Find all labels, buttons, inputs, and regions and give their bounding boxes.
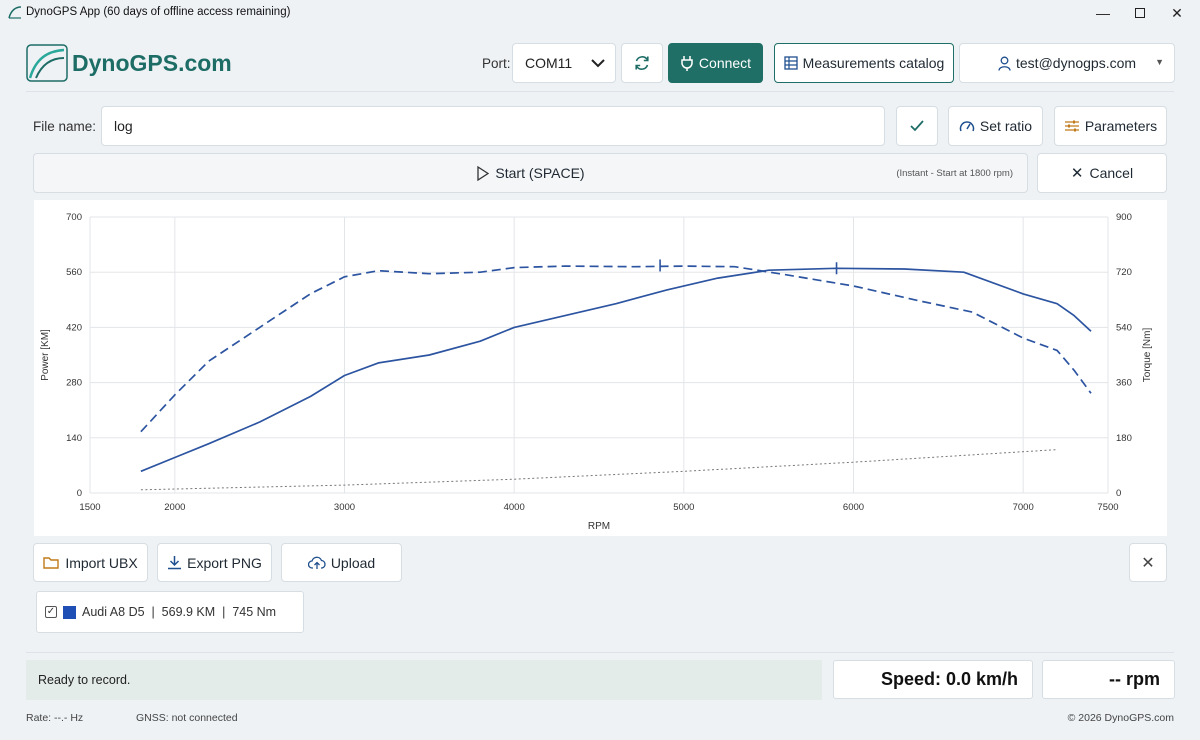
y2-tick-label: 900: [1116, 212, 1132, 223]
plug-icon: [681, 56, 693, 71]
legend-color-swatch: [63, 605, 76, 619]
gnss-status: GNSS: not connected: [136, 712, 238, 724]
series-line-torque: [140, 265, 1092, 433]
close-window-button[interactable]: ✕: [1171, 4, 1183, 21]
check-icon: [910, 120, 924, 132]
maximize-button[interactable]: [1117, 0, 1163, 26]
legend-item[interactable]: ✓ Audi A8 D5 | 569.9 KM | 745 Nm: [36, 591, 304, 633]
port-label: Port:: [482, 56, 511, 71]
set-ratio-button[interactable]: Set ratio: [948, 106, 1043, 146]
copyright: © 2026 DynoGPS.com: [1067, 712, 1174, 724]
measurements-catalog-button[interactable]: Measurements catalog: [774, 43, 954, 83]
close-icon: ✕: [1070, 165, 1084, 182]
export-png-button[interactable]: Export PNG: [157, 543, 272, 582]
gauge-icon: [959, 121, 975, 132]
file-name-input[interactable]: [101, 106, 885, 146]
rpm-display: -- rpm: [1042, 660, 1175, 699]
clear-chart-button[interactable]: ✕: [1129, 543, 1167, 582]
series-line-reference: [140, 449, 1058, 491]
export-png-label: Export PNG: [187, 554, 262, 571]
x-axis-label: RPM: [588, 521, 610, 532]
cancel-button[interactable]: ✕ Cancel: [1037, 153, 1167, 193]
dyno-chart: 1500 2000 3000 4000 5000 6000 7000 7500 0 140 280 4…: [34, 200, 1167, 536]
speed-display: Speed: 0.0 km/h: [833, 660, 1033, 699]
y-tick-label: 140: [66, 433, 82, 444]
x-tick-label: 5000: [673, 502, 694, 513]
start-button[interactable]: Start (SPACE) (Instant - Start at 1800 r…: [33, 153, 1028, 193]
refresh-icon: [635, 56, 649, 70]
import-ubx-button[interactable]: Import UBX: [33, 543, 148, 582]
x-tick-label: 1500: [79, 502, 100, 513]
y2-tick-label: 720: [1116, 267, 1132, 278]
x-tick-label: 6000: [843, 502, 864, 513]
sliders-icon: [1064, 120, 1079, 132]
parameters-label: Parameters: [1084, 118, 1158, 134]
dynogps-logo-icon: [26, 44, 68, 82]
logo-text: DynoGPS.com: [72, 50, 232, 76]
y2-tick-label: 360: [1116, 378, 1132, 389]
y-tick-label: 560: [66, 267, 82, 278]
upload-button[interactable]: Upload: [281, 543, 402, 582]
user-icon: [998, 56, 1011, 71]
play-icon: [477, 165, 490, 181]
legend-label: Audi A8 D5 | 569.9 KM | 745 Nm: [82, 605, 277, 619]
dyno-chart-svg: 1500 2000 3000 4000 5000 6000 7000 750001402804…: [40, 212, 1153, 532]
upload-label: Upload: [330, 554, 376, 571]
x-tick-label: 2000: [164, 502, 185, 513]
rate-readout: Rate: --.- Hz: [26, 712, 84, 724]
status-message-bar: Ready to record.: [26, 660, 822, 700]
y-axis-label: Power [KM]: [40, 329, 51, 381]
download-icon: [168, 556, 182, 570]
set-ratio-label: Set ratio: [979, 118, 1033, 134]
confirm-file-name-button[interactable]: [896, 106, 938, 146]
y2-tick-label: 0: [1116, 488, 1121, 499]
rpm-value: -- rpm: [1109, 669, 1160, 689]
x-tick-label: 4000: [504, 502, 525, 513]
chevron-down-icon: [591, 59, 605, 68]
x-tick-label: 3000: [334, 502, 355, 513]
title-bar: DynoGPS App (60 days of offline access r…: [0, 0, 1200, 26]
y-tick-label: 280: [66, 378, 82, 389]
refresh-ports-button[interactable]: [621, 43, 663, 83]
minimize-button[interactable]: —: [1096, 5, 1110, 21]
legend-checkbox[interactable]: ✓: [45, 606, 57, 618]
y-tick-label: 700: [66, 212, 82, 223]
x-tick-label: 7000: [1013, 502, 1034, 513]
user-menu-button[interactable]: test@dynogps.com ▼: [959, 43, 1175, 83]
close-icon: ✕: [1141, 554, 1155, 572]
file-name-label: File name:: [33, 119, 97, 134]
parameters-button[interactable]: Parameters: [1054, 106, 1167, 146]
speed-value: Speed: 0.0 km/h: [880, 669, 1018, 689]
status-message: Ready to record.: [38, 673, 131, 687]
x-tick-label: 7500: [1097, 502, 1118, 513]
app-icon: [8, 6, 22, 19]
y2-tick-label: 540: [1116, 322, 1132, 333]
header-divider: [26, 91, 1174, 92]
caret-down-icon: ▼: [1155, 57, 1164, 67]
y-tick-label: 420: [66, 322, 82, 333]
y-tick-label: 0: [77, 488, 82, 499]
status-divider: [26, 652, 1174, 653]
window-title: DynoGPS App (60 days of offline access r…: [26, 6, 291, 18]
y2-tick-label: 180: [1116, 433, 1132, 444]
cancel-label: Cancel: [1089, 165, 1134, 181]
connect-button[interactable]: Connect: [668, 43, 763, 83]
connect-label: Connect: [698, 55, 752, 71]
folder-icon: [43, 556, 60, 569]
start-mode-hint: (Instant - Start at 1800 rpm): [896, 168, 1013, 179]
user-email: test@dynogps.com: [1016, 55, 1137, 71]
port-select-value: COM11: [525, 55, 573, 71]
port-select[interactable]: COM11: [512, 43, 616, 83]
cloud-upload-icon: [307, 556, 326, 569]
import-ubx-label: Import UBX: [65, 554, 138, 571]
table-icon: [784, 56, 798, 70]
series-line-power: [140, 267, 1092, 473]
catalog-label: Measurements catalog: [802, 55, 945, 71]
start-label: Start (SPACE): [495, 165, 585, 181]
y2-axis-label: Torque [Nm]: [1142, 328, 1153, 383]
